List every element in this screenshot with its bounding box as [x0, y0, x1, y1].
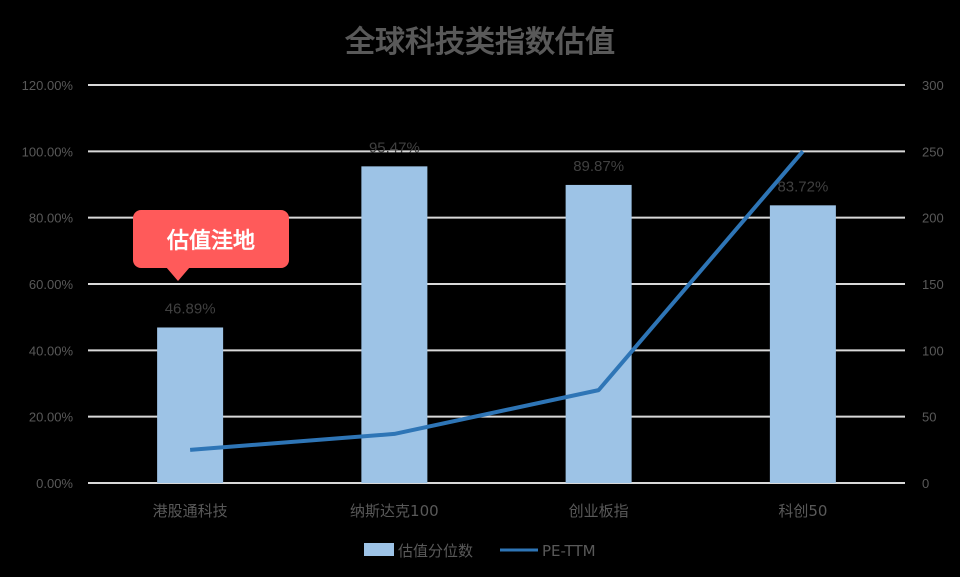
- legend: 估值分位数 PE-TTM: [364, 542, 596, 560]
- legend-line-label: PE-TTM: [542, 542, 596, 560]
- left-tick-label: 20.00%: [29, 410, 74, 425]
- bar: [769, 205, 836, 483]
- left-tick-label: 80.00%: [29, 211, 74, 226]
- legend-bar-swatch: [364, 543, 394, 556]
- left-tick-label: 0.00%: [36, 476, 73, 491]
- left-tick-label: 120.00%: [22, 78, 74, 93]
- left-tick-label: 40.00%: [29, 343, 74, 358]
- right-tick-label: 50: [922, 410, 936, 425]
- right-tick-label: 300: [922, 78, 944, 93]
- line-series: [189, 150, 805, 452]
- bar-data-label: 95.47%: [369, 139, 420, 156]
- left-axis: 0.00% 20.00% 40.00% 60.00% 80.00% 100.00% 120.…: [22, 78, 74, 491]
- right-tick-label: 150: [922, 277, 944, 292]
- category-label: 科创50: [778, 502, 827, 520]
- right-tick-label: 200: [922, 211, 944, 226]
- left-tick-label: 100.00%: [22, 144, 74, 159]
- category-label: 创业板指: [569, 502, 629, 520]
- category-axis: 港股通科技 纳斯达克100 创业板指 科创50: [153, 502, 828, 520]
- category-label: 纳斯达克100: [350, 502, 439, 520]
- bar: [565, 184, 632, 484]
- pe-ttm-line: [189, 150, 805, 452]
- bar-data-label: 46.89%: [165, 300, 216, 317]
- right-tick-label: 100: [922, 343, 944, 358]
- left-tick-label: 60.00%: [29, 277, 74, 292]
- callout-text: 估值洼地: [166, 228, 255, 254]
- right-tick-label: 250: [922, 144, 944, 159]
- category-label: 港股通科技: [153, 502, 228, 520]
- bar-data-label: 89.87%: [573, 158, 624, 175]
- legend-bar-label: 估值分位数: [398, 542, 473, 560]
- right-axis: 0 50 100 150 200 250 300: [922, 78, 944, 491]
- bar: [157, 327, 224, 483]
- chart-title: 全球科技类指数估值: [344, 25, 615, 60]
- callout-bubble: 估值洼地: [133, 210, 289, 281]
- bar-data-label: 83.72%: [777, 178, 828, 195]
- right-tick-label: 0: [922, 476, 929, 491]
